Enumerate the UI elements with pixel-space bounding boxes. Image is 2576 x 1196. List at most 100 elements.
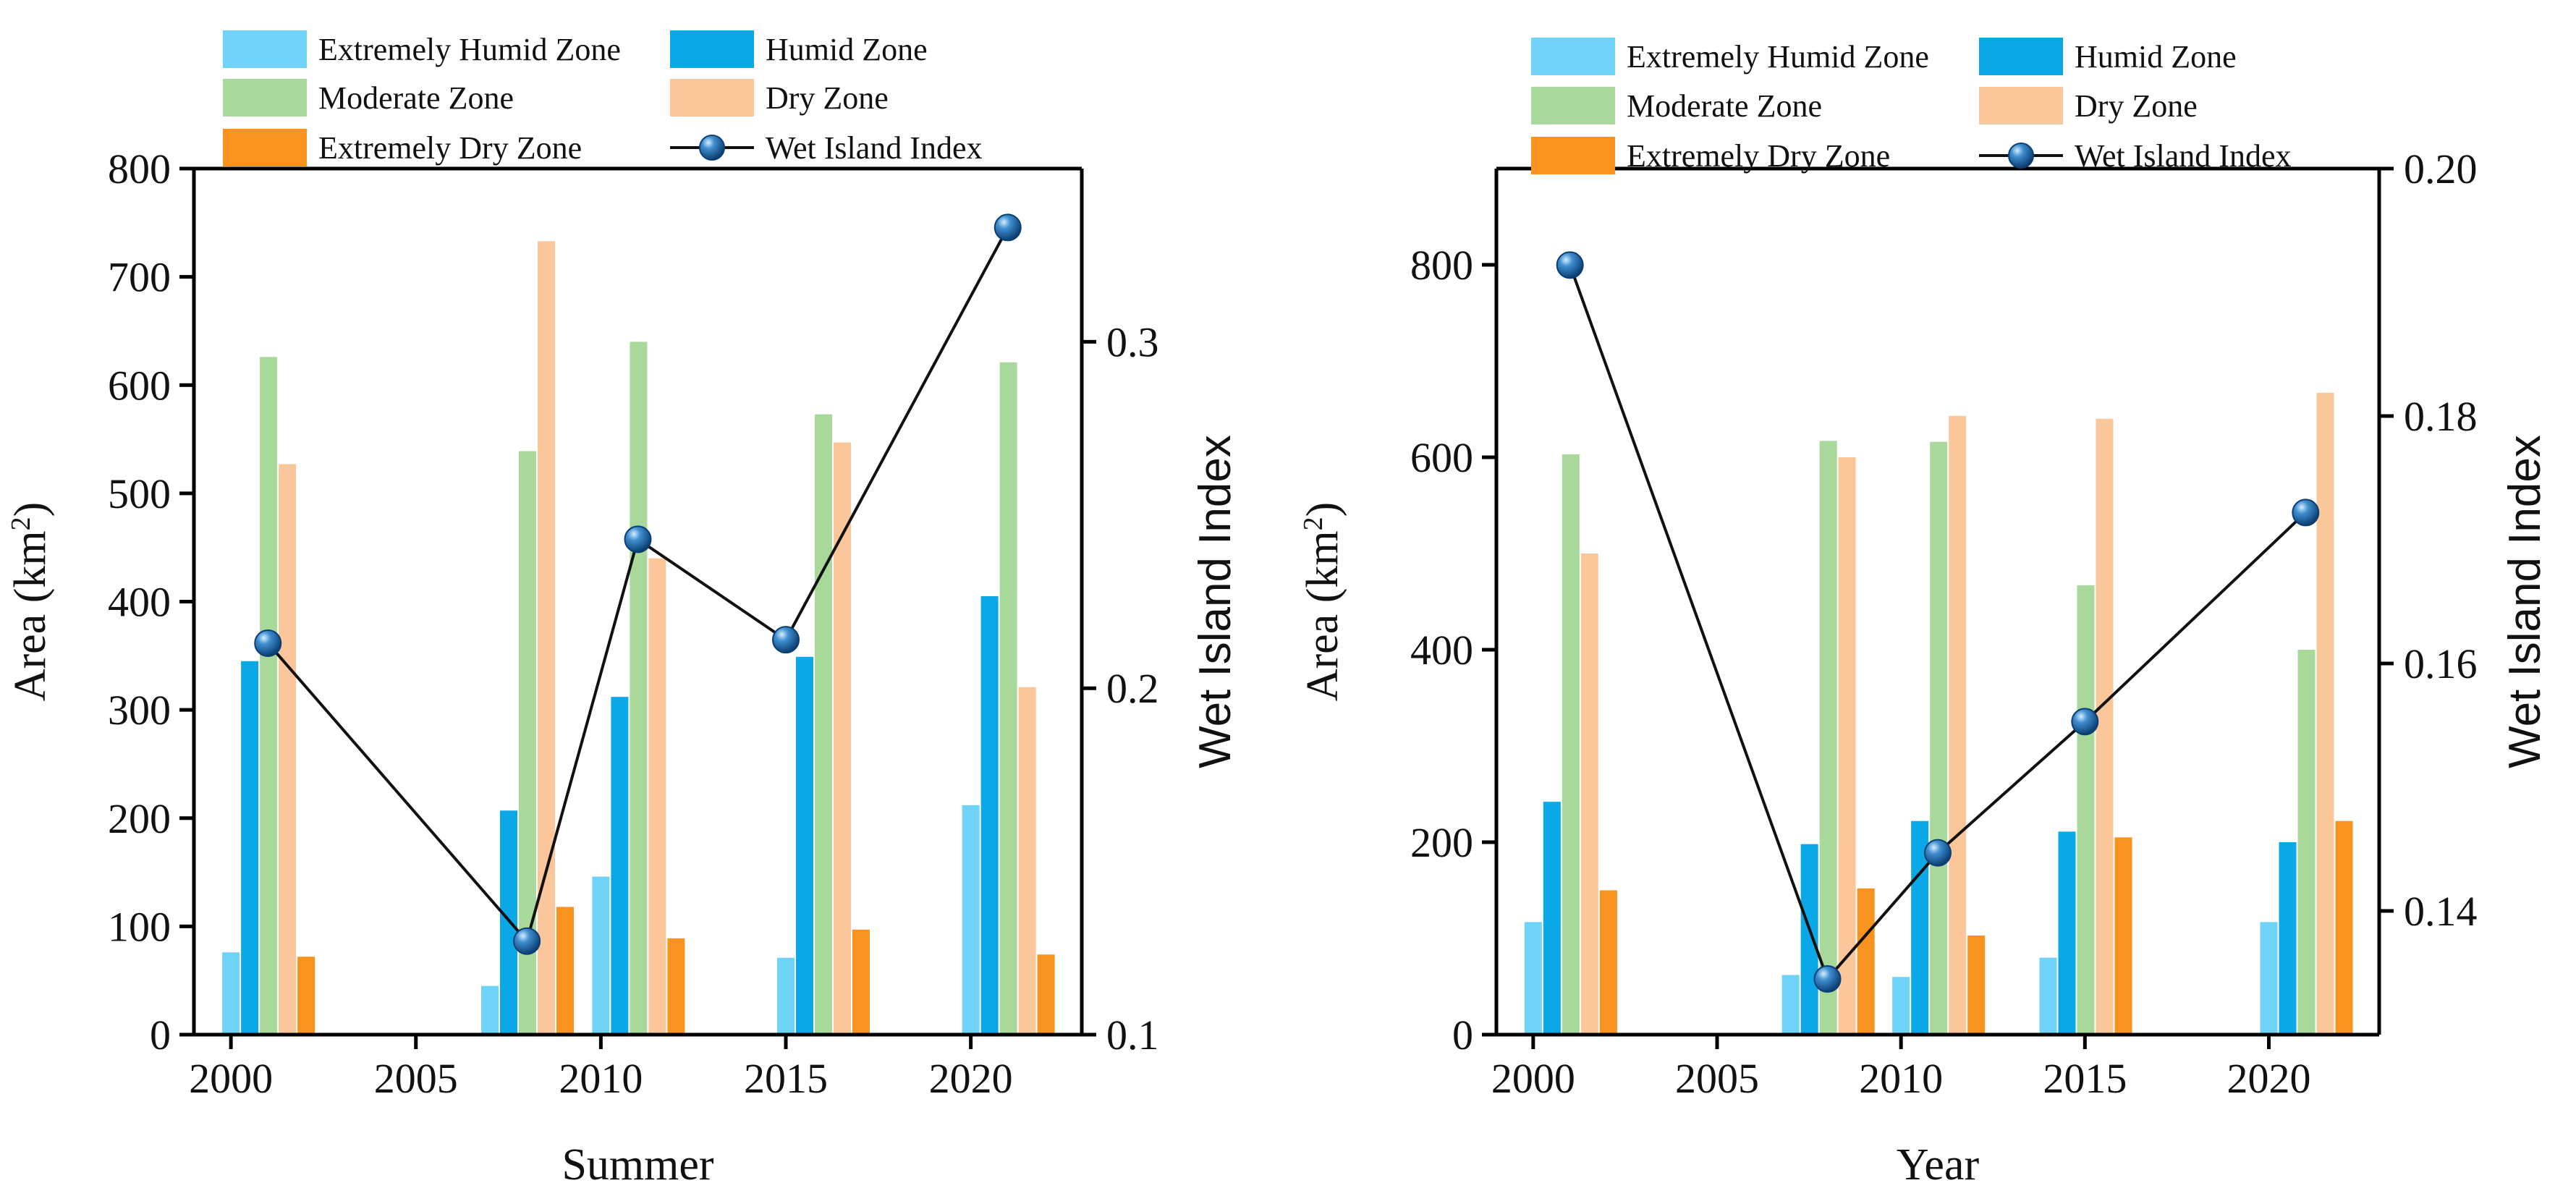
bar-extremely-humid-zone-2007 <box>1781 975 1800 1035</box>
y2-tick-label: 0.18 <box>2404 393 2478 440</box>
bar-moderate-zone-2010 <box>630 342 648 1035</box>
bar-humid-zone-2007 <box>1800 844 1818 1035</box>
bar-humid-zone-2010 <box>611 697 629 1035</box>
x-axis-label: Summer <box>562 1140 713 1189</box>
legend-swatch-extremely-humid-zone <box>223 30 307 68</box>
y-tick-label: 500 <box>108 470 171 517</box>
legend-swatch-dry-zone <box>670 79 754 116</box>
y-tick-label: 400 <box>1410 627 1473 674</box>
legend-label-dry-zone: Dry Zone <box>2075 88 2198 124</box>
bar-dry-zone-2007 <box>538 241 555 1035</box>
y2-axis-label: Wet Island Index <box>1190 435 1240 768</box>
bar-extremely-humid-zone-2010 <box>592 876 610 1035</box>
bar-dry-zone-2015 <box>834 442 851 1035</box>
legend-swatch-dry-zone <box>1979 87 2063 124</box>
legend-label-wet-island-index: Wet Island Index <box>2075 138 2291 174</box>
x-tick-label: 2005 <box>1675 1055 1759 1102</box>
y-tick-label: 800 <box>108 145 171 192</box>
x-tick-label: 2005 <box>374 1055 458 1102</box>
bar-dry-zone-2007 <box>1838 457 1856 1035</box>
y-axis-label: Area (km2) <box>1298 502 1347 702</box>
x-tick-label: 2000 <box>1491 1055 1575 1102</box>
bar-extremely-humid-zone-2000 <box>222 952 240 1035</box>
y2-tick-label: 0.3 <box>1106 318 1159 365</box>
legend-swatch-humid-zone <box>1979 38 2063 75</box>
wet-island-index-point-2001 <box>1556 251 1584 279</box>
wet-island-index-point-2021 <box>993 213 1022 242</box>
y2-tick-label: 0.14 <box>2404 888 2478 935</box>
bar-moderate-zone-2020 <box>2297 650 2316 1035</box>
legend-label-wet-island-index: Wet Island Index <box>766 130 982 166</box>
legend-swatch-extremely-dry-zone <box>1531 137 1615 174</box>
y-tick-label: 200 <box>1410 819 1473 866</box>
legend-swatch-extremely-dry-zone <box>223 129 307 166</box>
x-tick-label: 2020 <box>2227 1055 2311 1102</box>
legend-label-dry-zone: Dry Zone <box>766 80 889 116</box>
bar-extremely-dry-zone-2000 <box>1599 890 1617 1035</box>
bar-humid-zone-2020 <box>2279 842 2297 1035</box>
wet-island-index-point-2011 <box>1924 839 1952 867</box>
x-tick-label: 2010 <box>1859 1055 1943 1102</box>
y-tick-label: 400 <box>108 579 171 626</box>
y-tick-label: 300 <box>108 687 171 734</box>
bar-extremely-dry-zone-2020 <box>1037 954 1055 1035</box>
bar-extremely-dry-zone-2014 <box>2114 837 2132 1035</box>
wet-island-index-point-2011 <box>624 525 652 554</box>
bar-extremely-dry-zone-2015 <box>852 929 870 1035</box>
y2-tick-label: 0.2 <box>1106 665 1159 712</box>
legend-label-moderate-zone: Moderate Zone <box>318 80 514 116</box>
y-tick-label: 600 <box>1410 434 1473 481</box>
y-axis-label: Area (km2) <box>6 502 55 702</box>
y-tick-label: 100 <box>108 903 171 950</box>
bar-dry-zone-2000 <box>279 464 297 1035</box>
bar-extremely-humid-zone-2020 <box>962 805 980 1035</box>
legend-swatch-extremely-humid-zone <box>1531 38 1615 75</box>
x-tick-label: 2015 <box>2043 1055 2127 1102</box>
bar-extremely-humid-zone-2015 <box>777 957 795 1035</box>
wet-island-index-point-2008 <box>513 927 541 955</box>
bar-extremely-dry-zone-2010 <box>667 938 685 1035</box>
bar-humid-zone-2000 <box>1543 802 1561 1035</box>
legend-label-humid-zone: Humid Zone <box>2075 39 2237 75</box>
y2-tick-label: 0.16 <box>2404 640 2478 687</box>
bar-extremely-humid-zone-2007 <box>481 985 499 1035</box>
legend: Extremely Humid Zone Humid Zone Moderate Z… <box>223 30 982 166</box>
legend-label-humid-zone: Humid Zone <box>766 32 928 67</box>
y2-axis-label: Wet Island Index <box>2500 435 2550 768</box>
legend-marker-wet-island-index <box>699 135 725 161</box>
x-axis-label: Year <box>1897 1140 1980 1189</box>
y-tick-label: 800 <box>1410 242 1473 289</box>
y-axis-label-close: ) <box>1298 502 1347 517</box>
bar-humid-zone-2007 <box>500 810 517 1035</box>
bar-moderate-zone-2014 <box>2077 585 2095 1035</box>
bar-extremely-humid-zone-2010 <box>1892 977 1910 1035</box>
y-tick-label: 600 <box>108 362 171 409</box>
bar-extremely-dry-zone-2007 <box>1857 888 1875 1035</box>
legend-label-extremely-humid-zone: Extremely Humid Zone <box>318 32 621 67</box>
bar-extremely-dry-zone-2020 <box>2335 820 2353 1035</box>
bar-dry-zone-2000 <box>1580 554 1598 1035</box>
bar-extremely-dry-zone-2000 <box>297 957 315 1035</box>
chart-panel-year: 2000 2005 2010 2015 2020 0 200 400 600 800 0.14 0.1… <box>1298 38 2550 1189</box>
chart-panel-summer: 2000 2005 2010 2015 2020 0 100 200 300 400 500 600 7… <box>6 30 1240 1189</box>
wet-island-index-point-2015 <box>772 626 800 654</box>
bar-moderate-zone-2007 <box>1819 441 1837 1035</box>
bar-moderate-zone-2000 <box>1562 454 1580 1035</box>
bar-moderate-zone-2015 <box>815 414 832 1035</box>
bar-extremely-dry-zone-2010 <box>1967 936 1986 1035</box>
y2-tick-label: 0.1 <box>1106 1011 1159 1059</box>
legend-marker-wet-island-index <box>2008 143 2034 169</box>
bar-moderate-zone-2020 <box>999 362 1017 1035</box>
x-tick-label: 2015 <box>744 1055 828 1102</box>
legend-label-extremely-dry-zone: Extremely Dry Zone <box>318 130 582 166</box>
y-axis-label-superscript: 2 <box>1298 517 1329 530</box>
y-tick-label: 200 <box>108 795 171 842</box>
legend-swatch-moderate-zone <box>223 79 307 116</box>
y-axis-label-text: Area (km <box>6 530 55 701</box>
bar-humid-zone-2020 <box>980 596 999 1035</box>
bar-extremely-humid-zone-2014 <box>2039 957 2057 1035</box>
bar-extremely-humid-zone-2000 <box>1524 922 1542 1035</box>
legend-swatch-humid-zone <box>670 30 754 68</box>
legend: Extremely Humid Zone Humid Zone Moderate Z… <box>1531 38 2291 174</box>
y-tick-label: 700 <box>108 254 171 301</box>
